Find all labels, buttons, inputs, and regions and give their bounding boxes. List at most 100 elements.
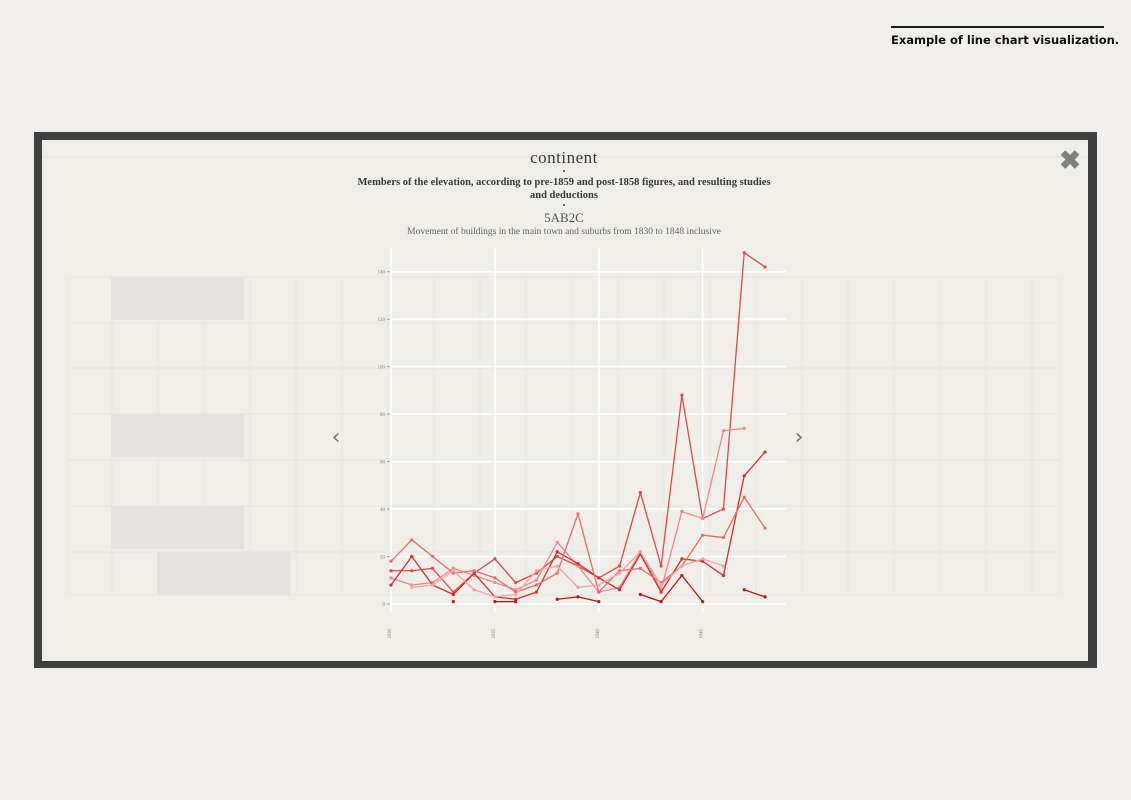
data-point[interactable]	[680, 573, 684, 578]
data-point[interactable]	[430, 554, 435, 559]
chevron-left-icon: ‹	[331, 425, 341, 450]
data-point[interactable]	[410, 538, 414, 542]
chart-subtitle: Members of the elevation, according to p…	[357, 177, 771, 201]
data-point[interactable]	[763, 526, 767, 530]
data-point[interactable]	[680, 564, 684, 568]
data-point[interactable]	[410, 554, 414, 559]
prev-chart-button[interactable]: ‹	[326, 426, 346, 450]
data-point[interactable]	[742, 495, 746, 499]
data-point[interactable]	[493, 557, 497, 561]
data-point[interactable]	[555, 540, 559, 544]
data-point[interactable]	[534, 590, 539, 594]
data-point[interactable]	[389, 576, 393, 580]
data-point[interactable]	[659, 600, 663, 604]
data-point[interactable]	[451, 600, 455, 604]
data-point[interactable]	[493, 581, 497, 585]
data-point[interactable]	[534, 569, 539, 573]
data-point[interactable]	[389, 569, 393, 573]
data-point[interactable]	[638, 592, 642, 597]
data-point[interactable]	[410, 583, 414, 587]
data-point[interactable]	[597, 590, 601, 594]
x-tick-label: 1835	[492, 629, 497, 640]
data-point[interactable]	[555, 554, 559, 559]
data-point[interactable]	[514, 597, 518, 601]
data-point[interactable]	[638, 550, 642, 554]
data-point[interactable]	[430, 566, 435, 570]
data-point[interactable]	[555, 564, 559, 568]
data-point[interactable]	[576, 595, 580, 599]
data-point[interactable]	[451, 592, 455, 597]
data-point[interactable]	[493, 576, 497, 580]
data-point[interactable]	[742, 426, 746, 430]
data-point[interactable]	[410, 569, 414, 573]
series-line	[411, 551, 724, 598]
data-point[interactable]	[576, 512, 580, 516]
data-point[interactable]	[763, 450, 767, 454]
data-point[interactable]	[576, 562, 580, 566]
chevron-right-icon: ›	[794, 425, 804, 450]
x-tick-label: 1840	[596, 629, 601, 640]
data-point[interactable]	[514, 592, 518, 597]
data-point[interactable]	[617, 571, 622, 575]
data-point[interactable]	[701, 533, 705, 537]
data-point[interactable]	[514, 588, 518, 592]
data-point[interactable]	[701, 559, 705, 563]
data-point[interactable]	[680, 509, 684, 514]
data-point[interactable]	[617, 564, 622, 568]
data-point[interactable]	[410, 585, 414, 589]
data-point[interactable]	[638, 566, 642, 570]
data-point[interactable]	[534, 578, 539, 582]
data-point[interactable]	[638, 490, 642, 495]
data-point[interactable]	[721, 573, 726, 578]
data-point[interactable]	[493, 600, 497, 604]
data-point[interactable]	[701, 600, 705, 604]
data-point[interactable]	[555, 597, 559, 601]
data-point[interactable]	[389, 559, 393, 563]
data-point[interactable]	[763, 595, 767, 599]
caption-rule	[891, 26, 1104, 28]
chart-header: continent • Members of the elevation, ac…	[342, 146, 786, 237]
data-point[interactable]	[701, 557, 705, 561]
data-point[interactable]	[430, 583, 435, 587]
close-modal-button[interactable]: ✖	[1057, 147, 1083, 173]
data-point[interactable]	[576, 564, 580, 568]
data-point[interactable]	[493, 595, 497, 599]
data-point[interactable]	[451, 569, 455, 573]
data-point[interactable]	[659, 564, 663, 568]
data-point[interactable]	[721, 429, 726, 433]
data-point[interactable]	[721, 535, 726, 540]
data-point[interactable]	[451, 566, 455, 570]
data-point[interactable]	[597, 583, 601, 587]
data-point[interactable]	[597, 600, 601, 604]
data-point[interactable]	[514, 600, 518, 604]
data-point[interactable]	[472, 569, 476, 573]
data-point[interactable]	[472, 571, 476, 575]
data-point[interactable]	[659, 583, 663, 587]
data-point[interactable]	[389, 583, 393, 587]
data-point[interactable]	[742, 251, 746, 255]
data-point[interactable]	[576, 585, 580, 589]
data-point[interactable]	[763, 265, 767, 269]
data-point[interactable]	[680, 393, 684, 397]
data-point[interactable]	[742, 474, 746, 478]
y-tick-label: 80	[380, 413, 386, 418]
data-point[interactable]	[514, 581, 518, 585]
data-point[interactable]	[617, 588, 622, 592]
chart-code: 5AB2C	[544, 210, 584, 225]
data-point[interactable]	[555, 550, 559, 554]
next-chart-button[interactable]: ›	[789, 426, 809, 450]
data-point[interactable]	[721, 507, 726, 511]
x-tick-label: 1845	[700, 629, 705, 640]
data-point[interactable]	[680, 557, 684, 561]
y-tick-label: 40	[380, 508, 386, 513]
data-point[interactable]	[742, 588, 746, 592]
data-point[interactable]	[721, 564, 726, 568]
data-point[interactable]	[555, 571, 559, 575]
data-point[interactable]	[597, 576, 601, 580]
y-tick-label: 60	[380, 461, 386, 466]
bg-cell-highlight	[111, 506, 244, 549]
data-point[interactable]	[659, 590, 663, 594]
data-point[interactable]	[701, 516, 705, 521]
data-point[interactable]	[534, 583, 539, 587]
data-point[interactable]	[472, 588, 476, 592]
